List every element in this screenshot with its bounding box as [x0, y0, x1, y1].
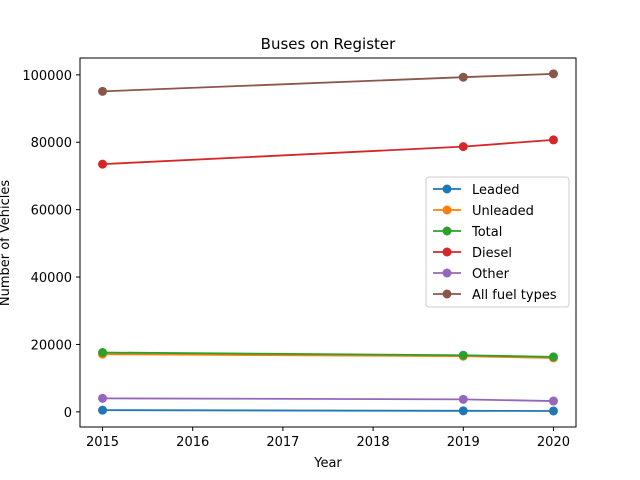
x-tick-label: 2018 [357, 435, 390, 450]
series-line [102, 138, 554, 166]
legend-item: Total [433, 225, 502, 240]
x-tick-label: 2017 [266, 435, 299, 450]
data-point [98, 393, 108, 403]
data-point [548, 135, 558, 145]
legend-swatch-marker [442, 184, 452, 194]
legend-item: Diesel [433, 246, 512, 261]
series-other [98, 393, 558, 406]
series-all-fuel-types [98, 69, 558, 96]
series-line [102, 397, 554, 402]
legend-swatch-marker [442, 205, 452, 215]
y-tick-label: 0 [64, 406, 72, 421]
data-point [548, 396, 558, 406]
data-point [458, 72, 468, 82]
legend-item: All fuel types [433, 288, 557, 303]
series-line [102, 72, 554, 93]
x-tick-label: 2020 [537, 435, 570, 450]
y-axis: 0 20000 40000 60000 80000 100000 [22, 69, 80, 421]
legend-swatch-marker [442, 226, 452, 236]
y-axis-label: Number of Vehicles [0, 180, 13, 307]
data-point [548, 69, 558, 79]
legend-label: Unleaded [472, 204, 534, 219]
legend-item: Other [433, 267, 510, 282]
x-axis: 2015 2016 2017 2018 2019 2020 [86, 427, 570, 450]
data-point [98, 159, 108, 169]
plot-frame [79, 57, 577, 428]
data-point [98, 86, 108, 96]
y-tick-label: 100000 [22, 69, 72, 84]
series-total [98, 348, 558, 362]
chart-title: Buses on Register [261, 35, 396, 53]
series-line [102, 409, 554, 412]
x-tick-label: 2015 [86, 435, 119, 450]
series-diesel [98, 135, 558, 169]
legend-label: Other [472, 267, 510, 282]
y-tick-label: 20000 [31, 338, 72, 353]
x-tick-label: 2016 [176, 435, 209, 450]
legend-label: Diesel [472, 246, 512, 261]
y-tick-label: 40000 [31, 271, 72, 286]
legend-swatch-marker [442, 247, 452, 257]
legend: Leaded Unleaded Total Diesel Other All fuel t… [425, 176, 570, 308]
y-tick-label: 80000 [31, 136, 72, 151]
legend-label: Leaded [472, 183, 519, 198]
data-point [458, 350, 468, 360]
series-leaded [98, 405, 558, 416]
data-point [458, 142, 468, 152]
legend-box [425, 176, 570, 308]
x-axis-label: Year [313, 456, 342, 471]
data-point [98, 348, 108, 358]
series-layer [98, 69, 558, 416]
y-tick-label: 60000 [31, 204, 72, 219]
legend-item: Unleaded [433, 204, 534, 219]
legend-item: Leaded [433, 183, 519, 198]
legend-label: Total [471, 225, 502, 240]
x-tick-label: 2019 [447, 435, 480, 450]
legend-swatch-marker [442, 289, 452, 299]
data-point [548, 352, 558, 362]
data-point [458, 406, 468, 416]
legend-label: All fuel types [472, 288, 557, 303]
legend-swatch-marker [442, 268, 452, 278]
data-point [458, 394, 468, 404]
plot-area: 2015 2016 2017 2018 2019 2020 0 20000 40000 6000… [22, 57, 577, 450]
data-point [98, 405, 108, 415]
data-point [548, 406, 558, 416]
